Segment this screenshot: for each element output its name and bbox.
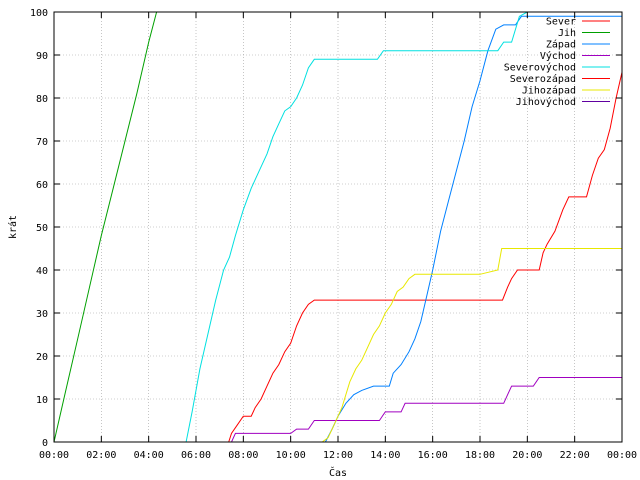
legend-label: Jihovýchod xyxy=(516,96,576,108)
x-tick-label: 22:00 xyxy=(560,450,590,461)
series-line-západ xyxy=(324,15,622,442)
x-tick-label: 20:00 xyxy=(512,450,542,461)
series-line-jih xyxy=(54,12,158,442)
legend-label: Sever xyxy=(546,17,576,28)
legend-label: Severovýchod xyxy=(504,62,576,74)
y-tick-label: 30 xyxy=(36,309,48,320)
x-axis-label: Čas xyxy=(329,466,347,479)
y-tick-label: 20 xyxy=(36,352,48,363)
series-line-východ xyxy=(231,377,622,442)
legend: SeverJihZápadVýchodSeverovýchodSeverozáp… xyxy=(504,17,610,108)
legend-label: Jih xyxy=(558,28,576,39)
series-line-severovýchod xyxy=(185,12,528,442)
series-line-sever xyxy=(228,72,622,442)
y-tick-label: 70 xyxy=(36,137,48,148)
y-tick-label: 60 xyxy=(36,180,48,191)
series-group xyxy=(54,12,622,442)
y-axis-label: krát xyxy=(7,215,19,239)
ticks: 00:00 02:00 04:00 06:00 08:00 10:00 12:00 14:00… xyxy=(30,8,637,461)
legend-label: Severozápad xyxy=(510,73,576,85)
x-tick-label: 16:00 xyxy=(418,450,448,461)
y-tick-label: 50 xyxy=(36,223,48,234)
legend-label: Západ xyxy=(546,39,576,51)
y-tick-label: 0 xyxy=(42,438,48,449)
x-tick-label: 08:00 xyxy=(228,450,258,461)
y-tick-label: 40 xyxy=(36,266,48,277)
legend-label: Východ xyxy=(540,50,576,62)
x-tick-label: 02:00 xyxy=(86,450,116,461)
y-tick-label: 80 xyxy=(36,94,48,105)
x-tick-label: 18:00 xyxy=(465,450,495,461)
x-tick-label: 12:00 xyxy=(323,450,353,461)
y-tick-label: 10 xyxy=(36,395,48,406)
x-tick-label: 14:00 xyxy=(370,450,400,461)
x-tick-label: 04:00 xyxy=(134,450,164,461)
x-tick-label: 06:00 xyxy=(181,450,211,461)
x-tick-label: 00:00 xyxy=(607,450,637,461)
series-line-jihozápad xyxy=(321,248,622,442)
y-tick-label: 100 xyxy=(30,8,48,19)
x-tick-label: 10:00 xyxy=(276,450,306,461)
x-tick-label: 00:00 xyxy=(39,450,69,461)
y-tick-label: 90 xyxy=(36,51,48,62)
legend-label: Jihozápad xyxy=(522,85,576,97)
